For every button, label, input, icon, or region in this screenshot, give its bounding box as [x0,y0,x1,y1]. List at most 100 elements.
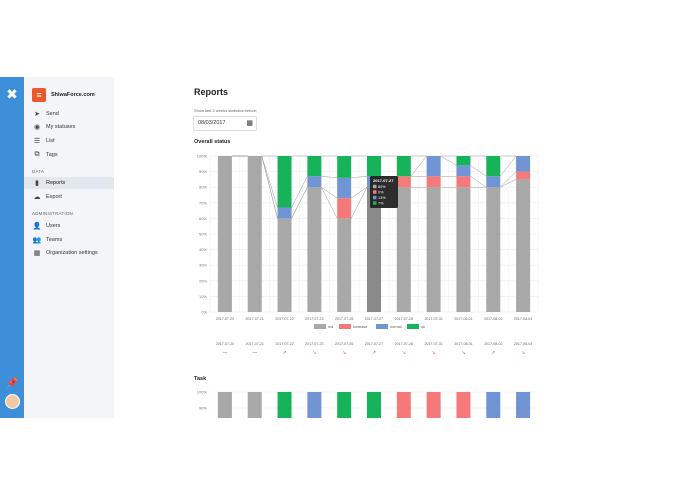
app-rail: ✖ 📌 [0,77,24,418]
bar-segment-ok[interactable] [307,156,322,177]
series-connector [321,186,338,199]
y-tick-label: 50% [199,232,207,237]
bar-segment-na[interactable] [426,187,441,312]
bar-segment-na[interactable] [337,218,352,312]
sidebar-item-reports[interactable]: ▮ Reports [24,177,114,189]
task-bar-segment-normal[interactable] [486,392,501,418]
trend-arrow-icon: — [222,350,227,356]
bar-segment-ok[interactable] [337,156,352,178]
tags-icon: ⧉ [34,151,40,158]
tooltip-swatch-normal [373,195,377,200]
trend-date-label: 2017-08-03 [514,342,532,346]
bar-segment-na[interactable] [307,187,322,312]
bar-segment-na[interactable] [456,187,471,312]
task-y-tick-label: 100% [197,390,208,395]
task-bar-segment-increase[interactable] [456,392,471,418]
calendar-icon[interactable]: ▦ [246,120,253,127]
bar-segment-na[interactable] [486,187,501,312]
y-tick-label: 20% [199,278,207,283]
tooltip-swatch-na [373,184,377,189]
bar-segment-increase[interactable] [337,198,352,219]
brand-logo-icon: ≡ [32,88,46,102]
list-icon: ☰ [33,138,41,145]
brand[interactable]: ≡ ShiwaForce.com [32,87,95,103]
users-icon: 👤 [32,223,42,230]
bar-segment-ok[interactable] [396,156,411,177]
chart-icon: ▮ [35,180,39,187]
bar-segment-normal[interactable] [307,176,322,188]
legend-label: increase [353,325,367,329]
trend-date-label: 2017-07-28 [395,342,413,346]
task-bar-segment-increase[interactable] [426,392,441,418]
series-connector [440,155,457,166]
series-connector [261,155,278,219]
task-bar-segment-normal[interactable] [516,392,531,418]
bar-segment-increase[interactable] [456,176,471,188]
tooltip-date: 2017-07-27 [373,178,394,183]
sidebar-item-users[interactable]: 👤 Users [24,220,114,232]
date-hint: Show last 2 weeks statistics before: [194,108,258,113]
bar-segment-normal[interactable] [337,177,352,199]
y-tick-label: 40% [199,247,207,252]
sidebar-item-teams[interactable]: 👥 Teams [24,234,114,246]
sidebar-item-list[interactable]: ☰ List [24,135,114,147]
bar-segment-ok[interactable] [367,156,381,177]
bar-segment-ok[interactable] [277,156,292,208]
bar-segment-na[interactable] [277,218,292,312]
bar-segment-increase[interactable] [426,176,441,188]
trend-arrow-icon: ↗ [282,350,286,356]
y-tick-label: 0% [201,310,207,315]
bar-segment-ok[interactable] [486,156,501,177]
bar-segment-increase[interactable] [516,171,531,180]
avatar[interactable] [5,394,20,409]
date-picker[interactable]: 08/03/2017 ▦ [193,116,257,131]
tooltip-value: 80% [378,185,386,189]
bar-segment-normal[interactable] [486,176,501,188]
chart-tooltip [370,176,398,208]
bar-segment-increase[interactable] [396,176,411,188]
bar-segment-na[interactable] [247,156,262,312]
series-connector [500,179,517,188]
x-tick-label: 2017-07-28 [395,317,413,321]
date-input[interactable]: 08/03/2017 [198,120,226,126]
task-bar-segment-ok[interactable] [277,392,292,418]
bar-segment-na[interactable] [367,187,381,312]
task-bar-segment-na[interactable] [247,392,262,418]
trend-arrow-icon: ↘ [432,350,436,356]
trend-date-label: 2017-08-02 [484,342,502,346]
task-bar-segment-normal[interactable] [307,392,322,418]
brand-name: ShiwaForce.com [51,92,95,98]
legend-swatch-ok [407,324,419,329]
x-tick-label: 2017-07-26 [335,317,353,321]
task-bar-segment-ok[interactable] [367,392,381,418]
y-tick-label: 100% [197,154,208,159]
bar-segment-na[interactable] [396,187,411,312]
bar-segment-normal[interactable] [516,156,531,172]
teams-icon: 👥 [32,237,42,244]
trend-arrow-icon: ↘ [312,350,316,356]
y-tick-label: 70% [199,200,207,205]
section-title-administration: ADMINISTRATION [32,211,73,216]
bar-segment-na[interactable] [217,156,232,312]
bar-segment-ok[interactable] [456,156,471,166]
task-bar-segment-ok[interactable] [337,392,352,418]
sidebar-item-tags[interactable]: ⧉ Tags [24,149,114,161]
sidebar-item-send[interactable]: ➤ Send [24,108,114,120]
legend-swatch-normal [376,324,388,329]
x-tick-label: 2017-08-03 [514,317,532,321]
legend-swatch-na [314,324,326,329]
pin-icon[interactable]: 📌 [6,378,19,389]
sidebar-item-organization-settings[interactable]: ▦ Organization settings [24,247,114,259]
task-y-tick-label: 90% [199,406,207,411]
bar-segment-normal[interactable] [277,207,292,219]
task-bar-segment-increase[interactable] [396,392,411,418]
app-logo-icon[interactable]: ✖ [6,86,18,102]
bar-segment-normal[interactable] [426,156,441,177]
task-bar-segment-na[interactable] [217,392,232,418]
bar-segment-na[interactable] [516,179,531,312]
sidebar-item-my-statuses[interactable]: ◉ My statuses [24,121,114,133]
sidebar-item-export[interactable]: ☁ Export [24,191,114,203]
x-tick-label: 2017-07-31 [424,317,442,321]
bar-segment-normal[interactable] [456,165,471,177]
x-tick-label: 2017-08-01 [454,317,472,321]
